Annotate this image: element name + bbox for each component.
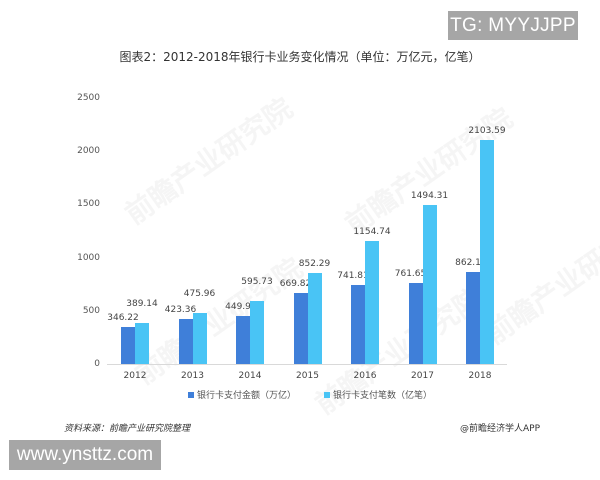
url-badge: www.ynsttz.com (9, 440, 161, 470)
x-tick-label: 2017 (411, 371, 434, 381)
y-tick-label: 0 (94, 359, 100, 369)
bar-amount (466, 272, 480, 364)
x-tick-label: 2014 (238, 371, 262, 381)
value-label-count: 389.14 (126, 298, 158, 309)
x-tick-label: 2016 (353, 371, 377, 381)
bar-count (480, 140, 494, 364)
bar-count (135, 322, 149, 364)
bar-amount (178, 318, 193, 364)
watermark-text: 前瞻产业研究院 (129, 251, 309, 391)
value-label-amount: 423.36 (164, 304, 197, 315)
value-label-count: 2103.59 (468, 126, 506, 137)
y-tick-label: 1000 (77, 252, 100, 263)
y-tick-label: 1500 (77, 199, 100, 210)
y-tick-label: 500 (82, 305, 100, 316)
x-tick-label: 2013 (181, 371, 204, 381)
value-label-amount: 741.81 (337, 271, 369, 282)
bar-amount (351, 285, 365, 364)
value-label-amount: 761.65 (394, 268, 427, 279)
value-label-count: 1494.31 (410, 191, 449, 201)
legend-item-count: 银行卡支付笔数（亿笔） (324, 388, 432, 401)
value-label-count: 595.73 (241, 276, 273, 287)
chart-title: 图表2：2012-2018年银行卡业务变化情况（单位：万亿元，亿笔） (119, 50, 481, 64)
x-tick-label: 2015 (296, 371, 319, 381)
bar-count (250, 300, 264, 364)
value-label-count: 1154.74 (353, 227, 391, 238)
bar-count (192, 313, 207, 364)
watermark-text: 前瞻产业研究院 (119, 91, 299, 231)
value-label-amount: 346.22 (107, 313, 139, 324)
credit-note: @前瞻经济学人APP (459, 424, 540, 434)
value-label-count: 475.96 (183, 289, 216, 300)
value-label-amount: 862.1 (455, 258, 481, 269)
tg-badge: TG: MYYJJPP (448, 11, 578, 40)
y-tick-label: 2500 (77, 93, 100, 103)
watermark-text: 前瞻产业研究院 (479, 211, 600, 351)
value-label-count: 852.29 (298, 259, 331, 270)
legend-swatch-light (324, 391, 330, 398)
legend-swatch-dark (187, 391, 194, 398)
bar-amount (236, 316, 250, 364)
legend-label-amount: 银行卡支付金额（万亿） (196, 391, 296, 401)
x-axis-line (107, 364, 507, 365)
bar-amount (293, 292, 308, 364)
value-label-amount: 669.82 (279, 278, 312, 289)
source-note: 资料来源：前瞻产业研究院整理 (64, 424, 191, 434)
bar-count (365, 241, 379, 364)
bar-amount (408, 282, 423, 364)
bar-amount (121, 327, 135, 364)
value-label-amount: 449.9 (225, 302, 251, 313)
legend-item-amount: 银行卡支付金额（万亿） (187, 388, 296, 401)
x-tick-label: 2018 (468, 371, 492, 381)
x-tick-label: 2012 (123, 371, 147, 381)
bar-count (422, 205, 437, 364)
legend: 银行卡支付金额（万亿） 银行卡支付笔数（亿笔） (0, 388, 600, 401)
legend-label-count: 银行卡支付笔数（亿笔） (333, 391, 433, 401)
y-tick-label: 2000 (77, 146, 100, 157)
bar-count (307, 273, 322, 364)
